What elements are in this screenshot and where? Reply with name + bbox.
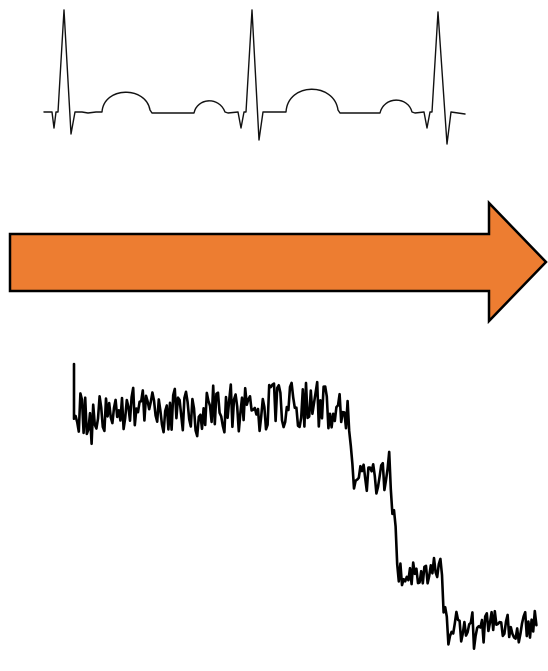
right-arrow-shape bbox=[8, 199, 548, 325]
noisy-step-waveform bbox=[72, 362, 538, 651]
ecg-waveform bbox=[43, 9, 466, 145]
